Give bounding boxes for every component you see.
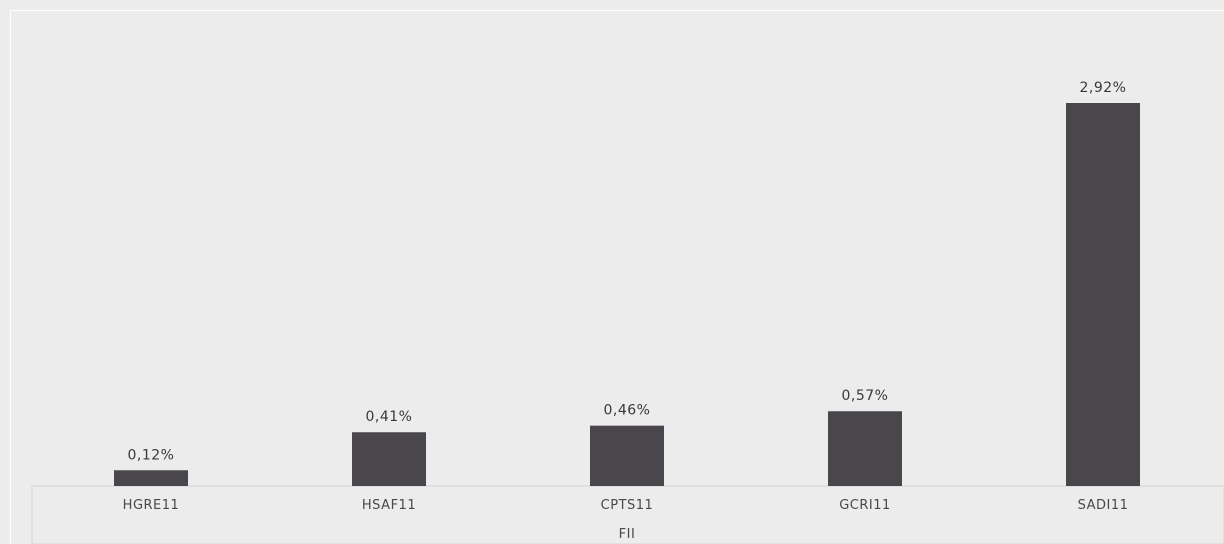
bar-gcri11 <box>828 411 902 486</box>
x-tick-cpts11: CPTS11 <box>601 498 654 513</box>
x-tick-labels-group: HGRE11 HSAF11 CPTS11 GCRI11 SADI11 <box>123 498 1129 513</box>
x-axis-band <box>31 485 1224 544</box>
data-label-gcri11: 0,57% <box>842 388 889 404</box>
bar-sadi11 <box>1066 103 1140 486</box>
x-tick-hgre11: HGRE11 <box>123 498 180 513</box>
data-label-hsaf11: 0,41% <box>366 409 413 425</box>
data-label-hgre11: 0,12% <box>128 447 175 463</box>
bars-group <box>114 103 1140 486</box>
x-tick-gcri11: GCRI11 <box>839 498 891 513</box>
data-labels-group: 0,12% 0,41% 0,46% 0,57% 2,92% <box>128 80 1127 463</box>
bar-hsaf11 <box>352 432 426 486</box>
bar-cpts11 <box>590 425 664 486</box>
data-label-sadi11: 2,92% <box>1080 80 1127 96</box>
bar-hgre11 <box>114 470 188 486</box>
x-axis-title: FII <box>619 527 636 542</box>
x-tick-sadi11: SADI11 <box>1078 498 1129 513</box>
data-label-cpts11: 0,46% <box>604 403 651 419</box>
x-tick-hsaf11: HSAF11 <box>362 498 416 513</box>
